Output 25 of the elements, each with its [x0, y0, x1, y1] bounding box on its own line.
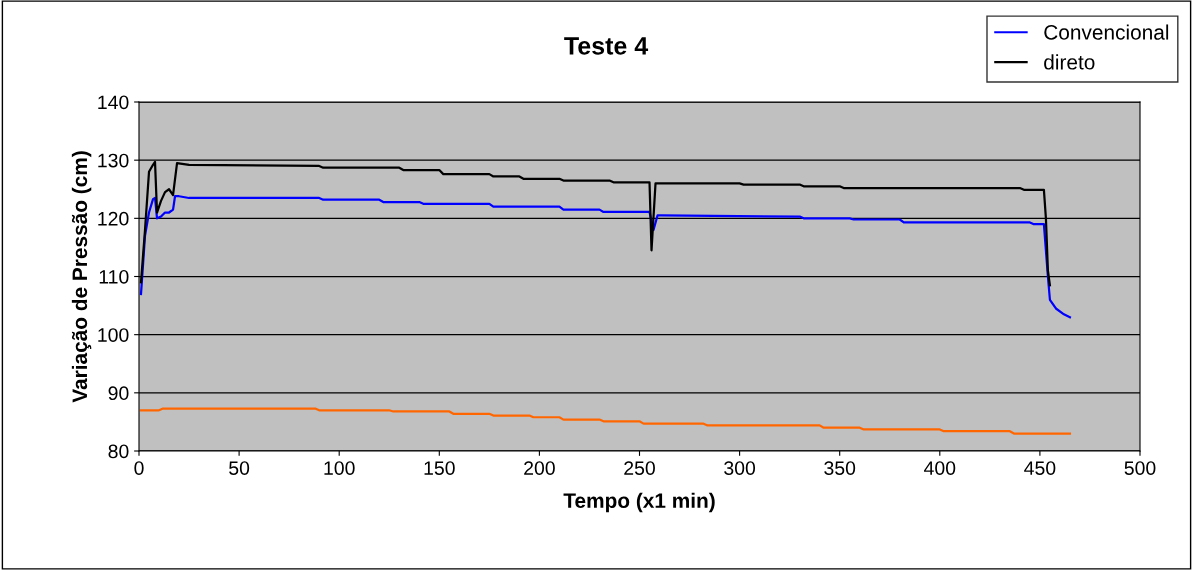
- legend-label: Convencional: [1044, 24, 1169, 40]
- legend-label: direto: [1044, 54, 1095, 70]
- x-tick-label: 150: [424, 461, 455, 475]
- y-tick-label: 120: [98, 211, 129, 226]
- y-tick-label: 140: [98, 95, 129, 110]
- y-tick-label: 90: [108, 386, 129, 401]
- x-tick-label: 500: [1124, 461, 1156, 475]
- y-tick-label: 110: [99, 269, 129, 284]
- x-tick-label: 250: [624, 461, 655, 475]
- x-tick-label: 300: [724, 461, 756, 475]
- x-axis-title: Tempo (x1 min): [563, 492, 715, 513]
- y-tick-label: 100: [98, 328, 129, 342]
- x-tick-label: 50: [229, 461, 250, 475]
- chart-title: Teste 4: [564, 37, 649, 55]
- line-series: [139, 407, 1072, 435]
- y-tick-label: 130: [98, 153, 129, 168]
- x-tick-label: 350: [824, 461, 856, 475]
- x-tick-label: 400: [924, 461, 956, 475]
- y-axis-title: Variação de Pressão (cm): [71, 151, 92, 403]
- line-series: [139, 195, 1072, 319]
- x-tick-label: 200: [524, 461, 555, 475]
- x-tick-label: 450: [1024, 461, 1056, 475]
- x-tick-label: 0: [134, 461, 144, 475]
- y-tick-label: 80: [108, 444, 129, 459]
- x-tick-label: 100: [324, 461, 355, 475]
